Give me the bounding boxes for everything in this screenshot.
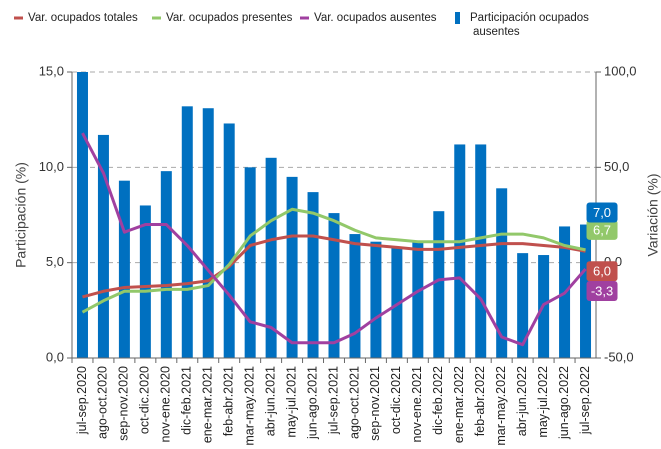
bar: [517, 253, 529, 358]
bar: [286, 176, 298, 358]
x-tick-label: mar-may.2021: [242, 366, 256, 446]
x-tick-label: abr-jun.2021: [263, 366, 277, 436]
x-tick-label: feb-abr.2021: [221, 366, 235, 436]
x-tick-label: nov-ene.2020: [159, 366, 173, 443]
x-tick-label: oct-dic.2021: [389, 366, 403, 434]
bar: [223, 123, 235, 358]
value-label: 6,7: [593, 222, 611, 237]
value-label: 6,0: [593, 264, 611, 279]
bar: [265, 157, 277, 358]
bar: [160, 171, 172, 358]
bar: [580, 224, 592, 358]
bar: [76, 72, 88, 358]
value-label-box: [586, 261, 618, 282]
legend-label: Participación ocupados ausentes: [470, 12, 589, 38]
value-label-box: [586, 219, 618, 240]
legend-line: ausentes: [473, 26, 520, 38]
x-tick-label: jul-sep.2022: [578, 366, 592, 435]
x-tick-label: sep-nov.2021: [368, 366, 382, 441]
y-axis-label: Participación (%): [13, 162, 29, 268]
bar: [496, 188, 508, 358]
bar: [139, 205, 151, 358]
bar: [454, 144, 466, 358]
bar: [307, 192, 319, 358]
line: [81, 132, 587, 347]
x-tick-label: dic-feb.2021: [180, 366, 194, 435]
bar: [370, 241, 382, 358]
y-tick-label: 5,0: [46, 254, 64, 269]
bar: [475, 144, 487, 358]
line: [81, 207, 586, 314]
bar: [97, 134, 109, 358]
bar: [244, 167, 256, 358]
y2-axis-label: Variación (%): [645, 174, 661, 257]
y-tick-label: 10,0: [39, 159, 64, 174]
legend-line: Participación ocupados: [470, 12, 589, 24]
value-label: 7,0: [593, 205, 611, 220]
x-tick-label: ene-mar.2021: [201, 366, 215, 443]
value-label-box: [586, 202, 618, 223]
x-tick-label: may-jul.2022: [536, 366, 550, 438]
value-label-box: [586, 280, 618, 301]
x-tick-label: mar-may.2022: [494, 366, 508, 446]
legend-label: Var. ocupados totales: [28, 12, 138, 24]
x-tick-label: may-jul.2021: [284, 366, 298, 438]
bar: [181, 106, 193, 358]
bar: [202, 108, 214, 358]
y-tick-label: 0,0: [46, 349, 64, 364]
x-tick-label: abr-jun.2022: [515, 366, 529, 436]
x-tick-label: nov-ene.2021: [410, 366, 424, 443]
x-tick-label: jul-sep.2020: [75, 366, 89, 435]
y2-tick-label: 100,0: [604, 63, 637, 78]
x-tick-label: sep-nov.2020: [117, 366, 131, 441]
bar: [349, 234, 361, 358]
x-tick-label: ene-mar.2022: [452, 366, 466, 443]
x-tick-label: oct-dic.2020: [138, 366, 152, 434]
bar: [433, 211, 445, 358]
y-tick-label: 15,0: [39, 63, 64, 78]
y2-tick-label: 50,0: [604, 159, 629, 174]
value-label: -3,3: [591, 283, 613, 298]
x-tick-label: ago-oct.2020: [96, 366, 110, 439]
bar: [412, 241, 424, 358]
legend-label: Var. ocupados presentes: [166, 12, 293, 24]
x-tick-label: jun-ago.2021: [305, 366, 319, 440]
line: [82, 234, 586, 299]
bar: [118, 180, 130, 358]
x-tick-label: feb-abr.2022: [473, 366, 487, 436]
x-tick-label: dic-feb.2022: [431, 366, 445, 435]
x-tick-label: ago-oct.2021: [347, 366, 361, 439]
x-tick-label: jun-ago.2022: [557, 366, 571, 440]
x-tick-label: jul-sep.2021: [326, 366, 340, 435]
legend-swatch: [455, 12, 460, 24]
bar: [391, 247, 403, 358]
bar: [328, 213, 340, 358]
y2-tick-label: -50,0: [604, 349, 634, 364]
legend-label: Var. ocupados ausentes: [314, 12, 437, 24]
